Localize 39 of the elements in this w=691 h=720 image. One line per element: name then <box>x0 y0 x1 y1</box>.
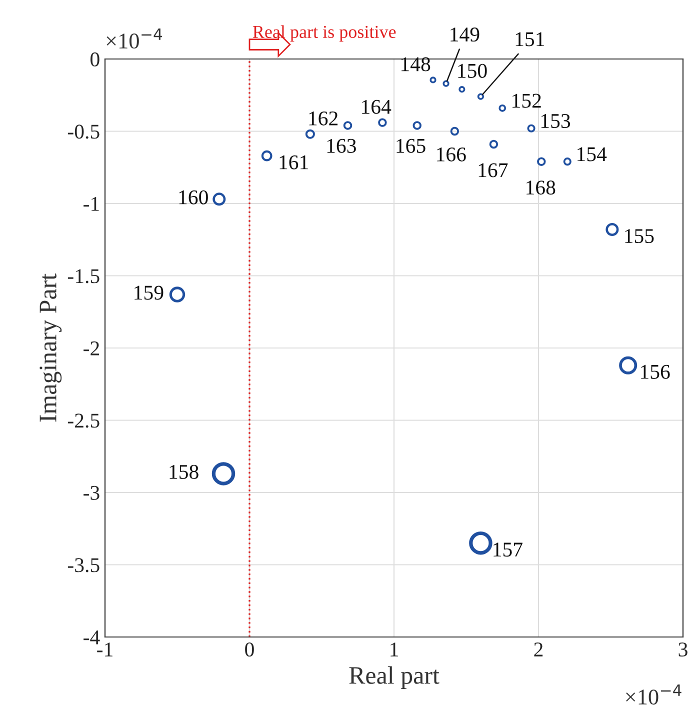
annotation: 154 <box>578 147 607 162</box>
annotation: 157 <box>494 542 522 557</box>
text: ×10$^{−4}$ <box>626 684 682 705</box>
annotation: 158 <box>170 464 198 479</box>
x-tick-label: 1 <box>390 642 398 656</box>
annotation: 153 <box>541 114 570 128</box>
annotation: 156 <box>641 364 670 379</box>
annotation: 150 <box>458 64 487 78</box>
y-tick-label: -4 <box>84 630 100 644</box>
x-axis-title: Real part <box>349 666 440 689</box>
annotation: 161 <box>280 155 308 170</box>
annotation: 152 <box>512 94 541 108</box>
annotation: 148 <box>402 57 430 72</box>
annotation: 165 <box>396 138 426 153</box>
y-tick-label: -2 <box>84 341 99 356</box>
annotation: 166 <box>437 147 466 162</box>
annotation: 167 <box>478 163 508 178</box>
y-tick-label: -2.5 <box>68 414 100 428</box>
y-tick-label: -1 <box>84 196 99 211</box>
annotation: 168 <box>526 180 556 195</box>
annotation: 149 <box>450 28 480 42</box>
annotation: 162 <box>309 111 338 126</box>
y-tick-label: -3 <box>84 486 100 500</box>
y-axis-title: Imaginary Part <box>40 274 62 422</box>
x-tick-label: 0 <box>245 642 254 657</box>
x-tick-label: 3 <box>678 642 688 657</box>
annotation: 159 <box>134 286 164 300</box>
annotation: 151 <box>516 32 544 46</box>
annotation: 163 <box>327 138 356 153</box>
text: ×10$^{−4}$ <box>106 28 162 49</box>
annotation: 155 <box>625 229 654 244</box>
y-tick-label: -0.5 <box>68 124 100 139</box>
y-tick-label: 0 <box>90 52 100 66</box>
annotation: 164 <box>362 100 392 114</box>
y-tick-label: -1.5 <box>68 269 100 284</box>
x-tick-label: -1 <box>97 642 112 656</box>
annotation: 160 <box>179 190 208 204</box>
y-tick-label: -3.5 <box>68 558 100 572</box>
x-tick-label: 2 <box>534 642 543 656</box>
